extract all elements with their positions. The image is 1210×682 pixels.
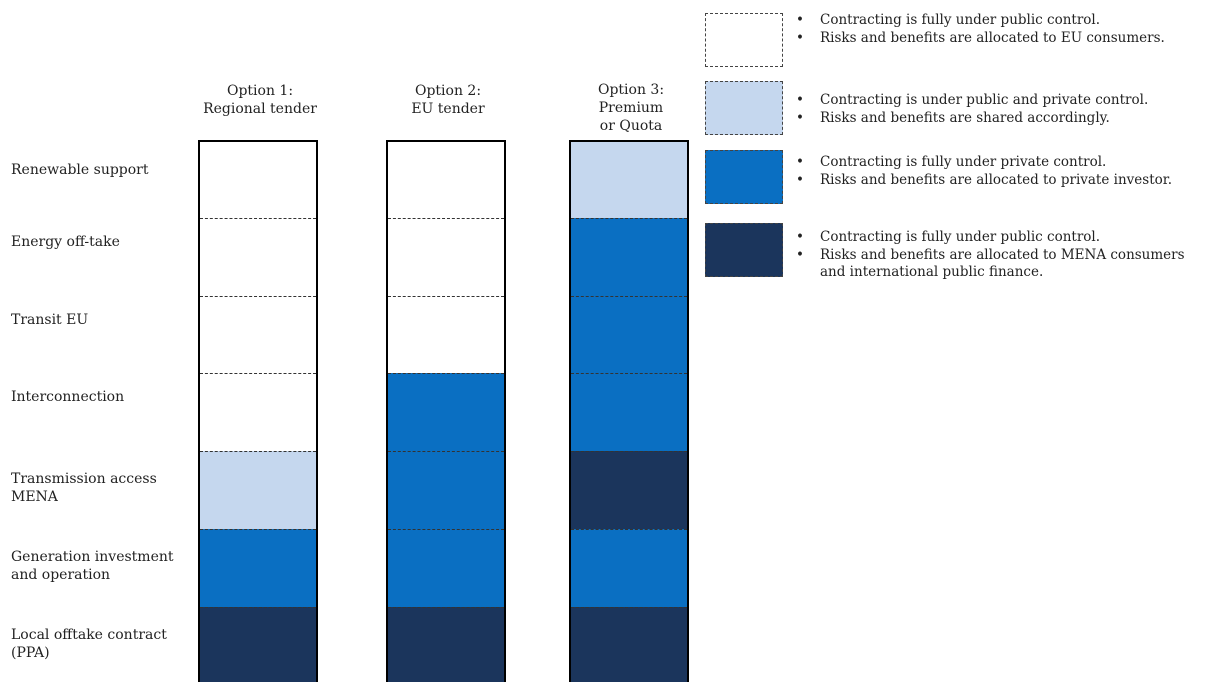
row-label-generation-investment: Generation investment and operation [11, 549, 174, 583]
option-2-cell-5 [388, 451, 504, 529]
option-3-cell-3 [571, 295, 687, 374]
option-2-cell-3 [388, 295, 504, 374]
option-3-cell-6 [571, 529, 687, 607]
legend-2-bullet-1: Contracting is under public and private … [794, 92, 1204, 110]
option-2-cell-2 [388, 217, 504, 296]
option-1-cell-1 [200, 142, 316, 220]
option-3-cell-5 [571, 451, 687, 529]
option-2-header: Option 2: EU tender [411, 83, 485, 117]
row-label-transmission-access: Transmission access MENA [11, 471, 157, 505]
legend-text-4: Contracting is fully under public contro… [794, 229, 1204, 282]
legend-3-bullet-2: Risks and benefits are allocated to priv… [794, 172, 1204, 190]
option-1-cell-2 [200, 217, 316, 296]
legend-4-bullet-2: Risks and benefits are allocated to MENA… [794, 247, 1204, 282]
option-2-cell-7 [388, 606, 504, 682]
row-label-energy-off-take: Energy off-take [11, 234, 120, 250]
legend-swatch-white [705, 13, 783, 67]
legend-2-bullet-2: Risks and benefits are shared accordingl… [794, 110, 1204, 128]
legend-1-bullet-2: Risks and benefits are allocated to EU c… [794, 30, 1204, 48]
option-3-cell-2 [571, 217, 687, 296]
option-1-cell-4 [200, 373, 316, 452]
legend-text-1: Contracting is fully under public contro… [794, 12, 1204, 47]
option-2-cell-6 [388, 529, 504, 607]
legend-4-bullet-1: Contracting is fully under public contro… [794, 229, 1204, 247]
legend-swatch-light-blue [705, 81, 783, 135]
legend-swatch-mid-blue [705, 150, 783, 204]
option-3-header: Option 3: Premium or Quota [597, 82, 665, 134]
option-2-cell-1 [388, 142, 504, 220]
option-1-column [198, 140, 318, 682]
row-label-renewable-support: Renewable support [11, 162, 149, 178]
option-3-cell-1 [571, 142, 687, 220]
option-1-cell-5 [200, 451, 316, 529]
option-2-cell-4 [388, 373, 504, 452]
legend-3-bullet-1: Contracting is fully under private contr… [794, 154, 1204, 172]
legend-text-3: Contracting is fully under private contr… [794, 154, 1204, 189]
row-label-transit-eu: Transit EU [11, 312, 89, 328]
option-3-cell-4 [571, 373, 687, 452]
option-3-cell-7 [571, 606, 687, 682]
legend-1-bullet-1: Contracting is fully under public contro… [794, 12, 1204, 30]
option-1-header: Option 1: Regional tender [203, 83, 317, 117]
row-label-local-offtake: Local offtake contract (PPA) [11, 627, 167, 661]
row-label-interconnection: Interconnection [11, 389, 125, 405]
option-3-column [569, 140, 689, 682]
legend-text-2: Contracting is under public and private … [794, 92, 1204, 127]
option-1-cell-3 [200, 295, 316, 374]
option-2-column [386, 140, 506, 682]
option-1-cell-6 [200, 529, 316, 607]
option-1-cell-7 [200, 606, 316, 682]
legend-swatch-dark-navy [705, 223, 783, 277]
